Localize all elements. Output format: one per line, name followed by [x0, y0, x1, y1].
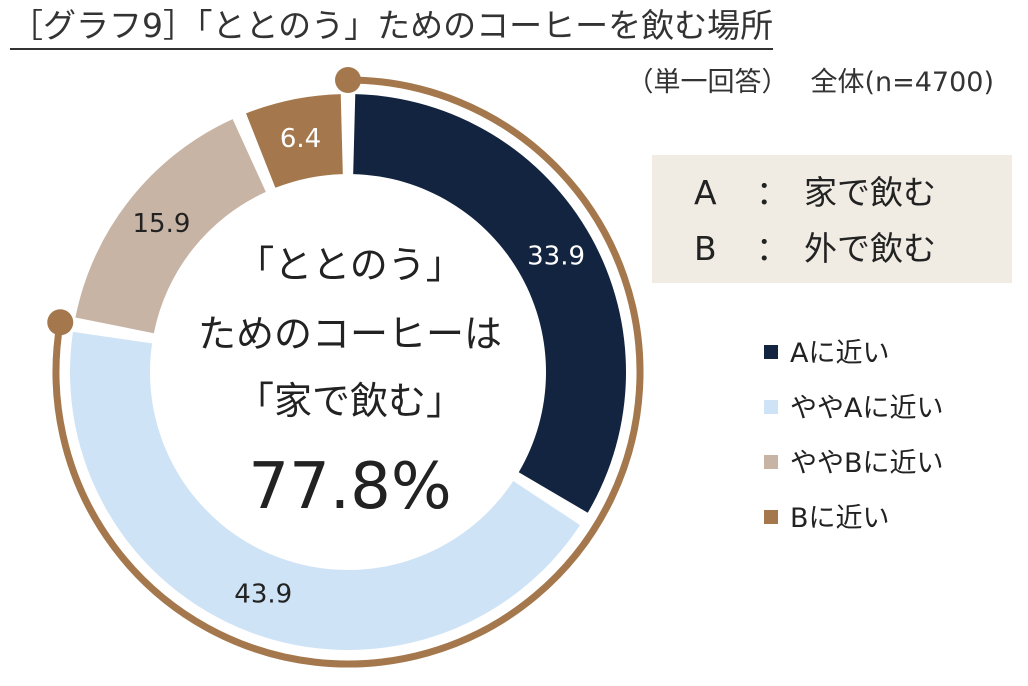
legend-item-somewhat-a: ややAに近い: [764, 381, 944, 436]
legend-item-a-close: Aに近い: [764, 326, 944, 381]
question-type: （単一回答）: [626, 67, 789, 98]
definition-a: A ： 家で飲む: [694, 165, 1012, 221]
chart-subtitle: （単一回答） 全体(n=4700): [626, 60, 994, 99]
center-line-3: 「家で飲む」: [235, 379, 464, 423]
value-label: 43.9: [234, 579, 292, 609]
definition-b: B ： 外で飲む: [694, 221, 1012, 277]
chart-title: ［グラフ9］「ととのう」ためのコーヒーを飲む場所: [10, 4, 774, 50]
definition-text: 外で飲む: [804, 229, 936, 268]
bracket-arc: [52, 76, 644, 668]
slice-somewhat-a: [70, 331, 581, 650]
legend-swatch: [764, 344, 778, 359]
bracket-end-left: [47, 309, 74, 336]
legend-label: ややBに近い: [790, 448, 944, 479]
slice-a-close: [353, 94, 626, 513]
legend-item-somewhat-b: ややBに近い: [764, 436, 944, 491]
definition-colon: ：: [756, 173, 789, 212]
definition-key: A: [694, 173, 717, 212]
center-line-2: ためのコーヒーは: [197, 312, 502, 356]
legend-swatch: [764, 399, 778, 414]
definition-colon: ：: [756, 229, 789, 268]
definition-key: B: [694, 229, 717, 268]
center-value: 77.8%: [248, 450, 452, 524]
chart-legend: Aに近い ややAに近い ややBに近い Bに近い: [764, 326, 944, 546]
definition-text: 家で飲む: [804, 173, 936, 212]
legend-label: ややAに近い: [790, 393, 944, 424]
legend-label: Aに近い: [790, 338, 890, 369]
legend-swatch: [764, 509, 778, 524]
slice-b-close: [246, 94, 343, 188]
value-label: 33.9: [527, 241, 585, 271]
definition-box: A ： 家で飲む B ： 外で飲む: [652, 155, 1012, 283]
legend-swatch: [764, 454, 778, 469]
sample-base: 全体(n=4700): [810, 67, 994, 98]
legend-item-b-close: Bに近い: [764, 491, 944, 546]
bracket-end-top: [335, 67, 361, 93]
slice-somewhat-b: [75, 119, 266, 334]
value-label: 15.9: [133, 209, 191, 239]
center-line-1: 「ととのう」: [236, 243, 464, 287]
legend-label: Bに近い: [790, 503, 890, 534]
value-label: 6.4: [280, 124, 321, 154]
